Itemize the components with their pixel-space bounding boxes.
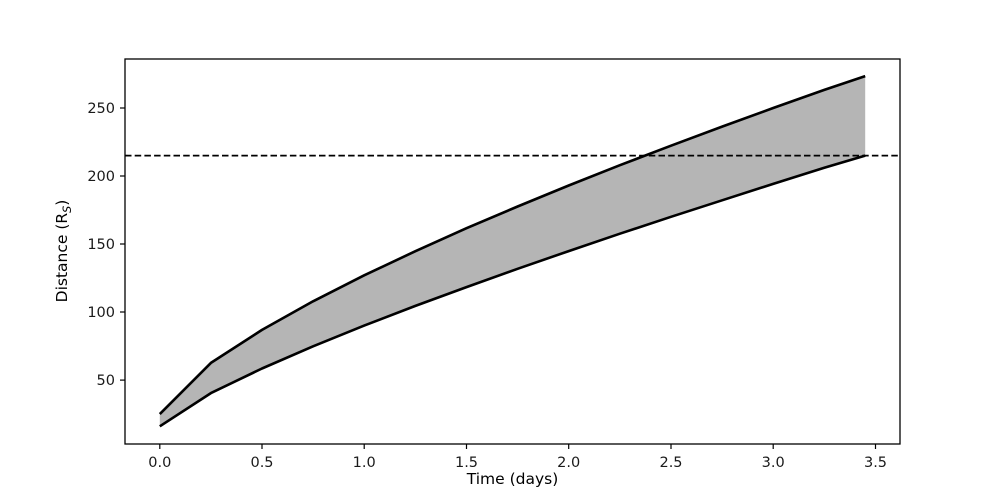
axes-spines <box>124 58 901 445</box>
upper-boundary-curve <box>158 74 866 416</box>
y-tick-label: 100 <box>87 305 115 321</box>
x-tick-label: 0.5 <box>250 455 273 471</box>
x-axis-label: Time (days) <box>466 470 559 488</box>
lower-boundary-curve <box>159 154 866 428</box>
y-axis-label-suffix: ) <box>53 199 71 206</box>
x-tick-label: 3.0 <box>762 455 785 471</box>
y-axis-label: Distance (RS) <box>53 199 75 303</box>
y-tick-label: 200 <box>87 169 115 185</box>
y-tick-label: 250 <box>87 101 115 117</box>
x-tick-label: 2.0 <box>557 455 580 471</box>
x-tick-label: 1.0 <box>353 455 376 471</box>
y-tick-label: 150 <box>87 237 115 253</box>
y-tick-label: 50 <box>97 373 115 389</box>
uncertainty-band-fill <box>159 76 866 427</box>
y-axis-label-subscript: S <box>61 205 75 213</box>
x-tick-label: 2.5 <box>659 455 682 471</box>
x-tick-label: 3.5 <box>864 455 887 471</box>
x-tick-label: 0.0 <box>148 455 171 471</box>
x-tick-label: 1.5 <box>455 455 478 471</box>
y-axis-label-prefix: Distance (R <box>53 212 71 303</box>
